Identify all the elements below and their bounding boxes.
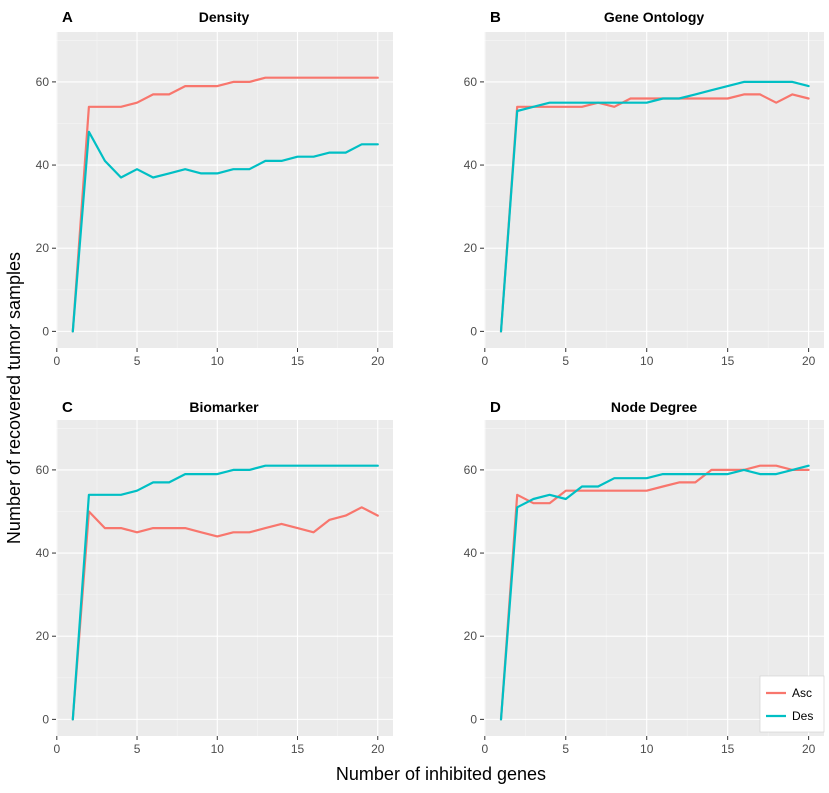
y-tick-label: 60: [464, 75, 478, 89]
panel-background: [56, 420, 393, 736]
panel-c: 0 5 10 15 20 0 20 40 60 Biomarker C: [36, 399, 393, 756]
series-line-asc: [71, 76, 379, 333]
y-tick-label: 0: [42, 324, 49, 338]
y-tick-label: 20: [464, 629, 478, 643]
y-tick-label: 0: [470, 712, 477, 726]
series-line-des: [499, 80, 810, 333]
panel-a: 0 5 10 15 20 0 20 40 60 Density A: [36, 9, 393, 368]
x-tick-label: 20: [371, 354, 385, 368]
x-tick-label: 15: [721, 742, 735, 756]
panel-title: Gene Ontology: [604, 9, 705, 25]
y-tick-label: 40: [464, 158, 478, 172]
x-tick-label: 5: [134, 742, 141, 756]
x-axis-title: Number of inhibited genes: [336, 764, 546, 784]
y-tick-label: 60: [36, 463, 50, 477]
panel-letter: B: [490, 9, 501, 26]
y-tick-label: 40: [36, 546, 50, 560]
series-line-des: [71, 464, 379, 721]
y-tick-label: 20: [36, 241, 50, 255]
panel-letter: C: [62, 399, 73, 416]
legend: Asc Des: [759, 675, 825, 733]
y-tick-label: 0: [42, 712, 49, 726]
x-tick-label: 10: [211, 354, 225, 368]
x-tick-label: 5: [134, 354, 141, 368]
x-tick-label: 15: [721, 354, 735, 368]
panel-title: Biomarker: [189, 399, 259, 415]
y-tick-label: 60: [36, 75, 50, 89]
series-line-des: [71, 130, 379, 333]
series-line-asc: [71, 506, 379, 721]
series-line-asc: [499, 93, 810, 333]
x-tick-label: 5: [562, 354, 569, 368]
legend-label-des: Des: [792, 709, 813, 723]
y-tick-label: 0: [470, 324, 477, 338]
panels: 0 5 10 15 20 0 20 40 60 Density A 0 5 10 15 20 0 20 40 60 Ge…: [36, 9, 824, 756]
series-line-des: [499, 464, 810, 721]
y-tick-label: 20: [36, 629, 50, 643]
legend-label-asc: Asc: [792, 686, 812, 700]
x-tick-label: 5: [562, 742, 569, 756]
panel-title: Node Degree: [611, 399, 698, 415]
x-tick-label: 15: [291, 742, 305, 756]
y-axis-title: Number of recovered tumor samples: [4, 252, 24, 544]
y-tick-label: 20: [464, 241, 478, 255]
x-tick-label: 0: [481, 354, 488, 368]
x-tick-label: 0: [481, 742, 488, 756]
x-tick-label: 20: [802, 742, 816, 756]
x-tick-label: 10: [640, 354, 654, 368]
panel-b: 0 5 10 15 20 0 20 40 60 Gene Ontology B: [464, 9, 824, 368]
y-tick-label: 40: [464, 546, 478, 560]
series-line-asc: [499, 464, 810, 721]
x-tick-label: 20: [371, 742, 385, 756]
panel-letter: D: [490, 399, 501, 416]
x-tick-label: 0: [53, 742, 60, 756]
y-tick-label: 40: [36, 158, 50, 172]
panel-letter: A: [62, 9, 73, 26]
x-tick-label: 10: [640, 742, 654, 756]
y-tick-label: 60: [464, 463, 478, 477]
x-tick-label: 20: [802, 354, 816, 368]
x-tick-label: 10: [211, 742, 225, 756]
x-tick-label: 15: [291, 354, 305, 368]
panel-background: [56, 32, 393, 348]
panel-title: Density: [199, 9, 250, 25]
x-tick-label: 0: [53, 354, 60, 368]
panel-background: [484, 32, 824, 348]
legend-box: [759, 675, 825, 733]
